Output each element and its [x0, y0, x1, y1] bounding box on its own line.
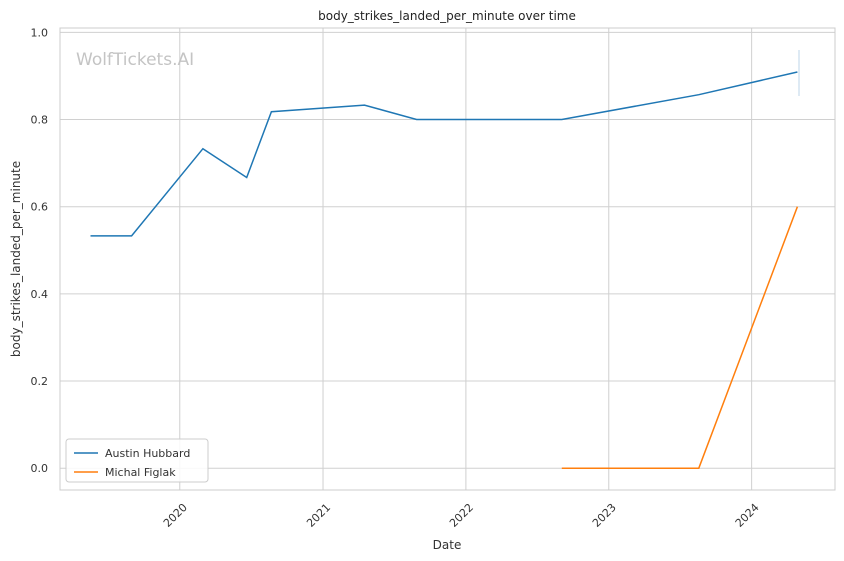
x-tick-label: 2021 [304, 501, 333, 530]
y-tick-label: 1.0 [31, 26, 49, 39]
legend-box [65, 438, 209, 483]
chart-title: body_strikes_landed_per_minute over time [318, 9, 576, 23]
series-line-michal-figlak [561, 206, 799, 469]
y-tick-label: 0.8 [31, 114, 49, 127]
legend: Austin Hubbard Michal Figlak [65, 438, 209, 483]
plot-frame [59, 27, 836, 491]
x-tick-labels: 2020 2021 2022 2023 2024 [161, 501, 762, 530]
series-lines [90, 71, 799, 469]
y-tick-label: 0.0 [31, 462, 49, 475]
y-tick-label: 0.6 [31, 201, 49, 214]
y-tick-label: 0.2 [31, 375, 49, 388]
y-axis-label: body_strikes_landed_per_minute [9, 161, 23, 357]
x-tick-label: 2022 [447, 501, 476, 530]
legend-label-austin-hubbard: Austin Hubbard [105, 447, 190, 460]
series-line-austin-hubbard [90, 71, 798, 237]
grid [60, 28, 835, 490]
x-tick-label: 2024 [733, 501, 762, 530]
x-tick-label: 2020 [161, 501, 190, 530]
legend-label-michal-figlak: Michal Figlak [105, 466, 176, 479]
x-tick-label: 2023 [590, 501, 619, 530]
watermark: WolfTickets.AI [76, 50, 194, 70]
y-tick-labels: 0.0 0.2 0.4 0.6 0.8 1.0 [31, 26, 49, 475]
y-tick-label: 0.4 [31, 288, 49, 301]
x-axis-label: Date [433, 538, 462, 552]
